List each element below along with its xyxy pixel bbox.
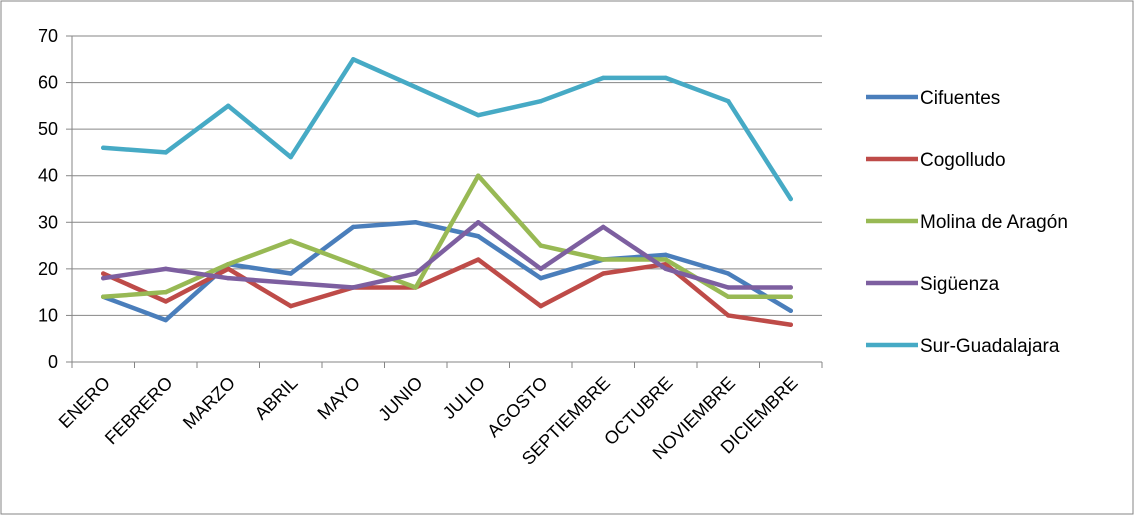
data-point	[101, 271, 106, 276]
data-point	[226, 262, 231, 267]
data-point	[288, 280, 293, 286]
data-point	[101, 294, 106, 299]
data-point	[788, 294, 793, 299]
data-point	[663, 257, 668, 262]
data-point	[663, 252, 668, 258]
y-tick-label: 60	[38, 73, 58, 93]
data-point	[476, 234, 481, 239]
data-point	[788, 322, 793, 327]
data-point	[601, 224, 606, 230]
data-point	[101, 145, 106, 150]
series-line	[101, 57, 793, 202]
data-point	[288, 154, 293, 160]
data-point	[288, 238, 293, 244]
data-point	[413, 85, 418, 90]
data-point	[538, 243, 543, 248]
data-point	[413, 220, 418, 225]
legend-label: Sigüenza	[920, 274, 1000, 295]
data-point	[538, 99, 543, 104]
data-point	[538, 266, 543, 272]
data-point	[163, 266, 168, 272]
data-point	[163, 150, 168, 155]
data-point	[163, 317, 168, 323]
series-line	[101, 220, 793, 290]
data-point	[101, 275, 106, 281]
legend: Cifuentes Cogolludo Molina de Aragón Sigüen…	[866, 88, 1068, 357]
data-point	[538, 275, 543, 281]
y-tick-label: 30	[38, 212, 58, 232]
data-point	[351, 224, 356, 230]
data-point	[663, 266, 668, 272]
y-tick-label: 10	[38, 305, 58, 325]
data-point	[726, 99, 731, 104]
data-point	[726, 313, 731, 318]
data-point	[163, 299, 168, 304]
data-point	[538, 303, 543, 309]
data-point	[163, 289, 168, 295]
data-point	[226, 266, 231, 272]
legend-label: Sur-Guadalajara	[920, 336, 1060, 357]
data-point	[788, 285, 793, 290]
y-tick-label: 70	[38, 26, 58, 46]
data-point	[226, 103, 231, 109]
data-point	[788, 196, 793, 202]
data-point	[601, 75, 606, 81]
data-point	[476, 173, 481, 178]
data-point	[726, 271, 731, 276]
data-point	[788, 308, 793, 313]
data-point	[226, 275, 231, 281]
data-point	[288, 271, 293, 276]
data-point	[351, 285, 356, 290]
y-tick-label: 0	[48, 352, 58, 372]
legend-label: Cogolludo	[920, 150, 1006, 171]
data-point	[663, 75, 668, 81]
data-point	[351, 57, 356, 62]
y-tick-label: 40	[38, 166, 58, 186]
legend-label: Cifuentes	[920, 88, 1000, 109]
data-point	[351, 262, 356, 267]
data-point	[476, 257, 481, 262]
data-point	[601, 257, 606, 262]
data-point	[476, 220, 481, 225]
data-point	[413, 271, 418, 276]
data-point	[476, 112, 481, 118]
series-lines	[101, 57, 793, 327]
data-point	[726, 294, 731, 299]
data-point	[288, 303, 293, 309]
legend-label: Molina de Aragón	[920, 212, 1068, 233]
data-point	[413, 285, 418, 290]
series-line	[101, 173, 793, 300]
data-point	[601, 271, 606, 276]
y-tick-label: 20	[38, 259, 58, 279]
data-point	[726, 285, 731, 290]
y-tick-label: 50	[38, 119, 58, 139]
data-point	[663, 262, 668, 267]
